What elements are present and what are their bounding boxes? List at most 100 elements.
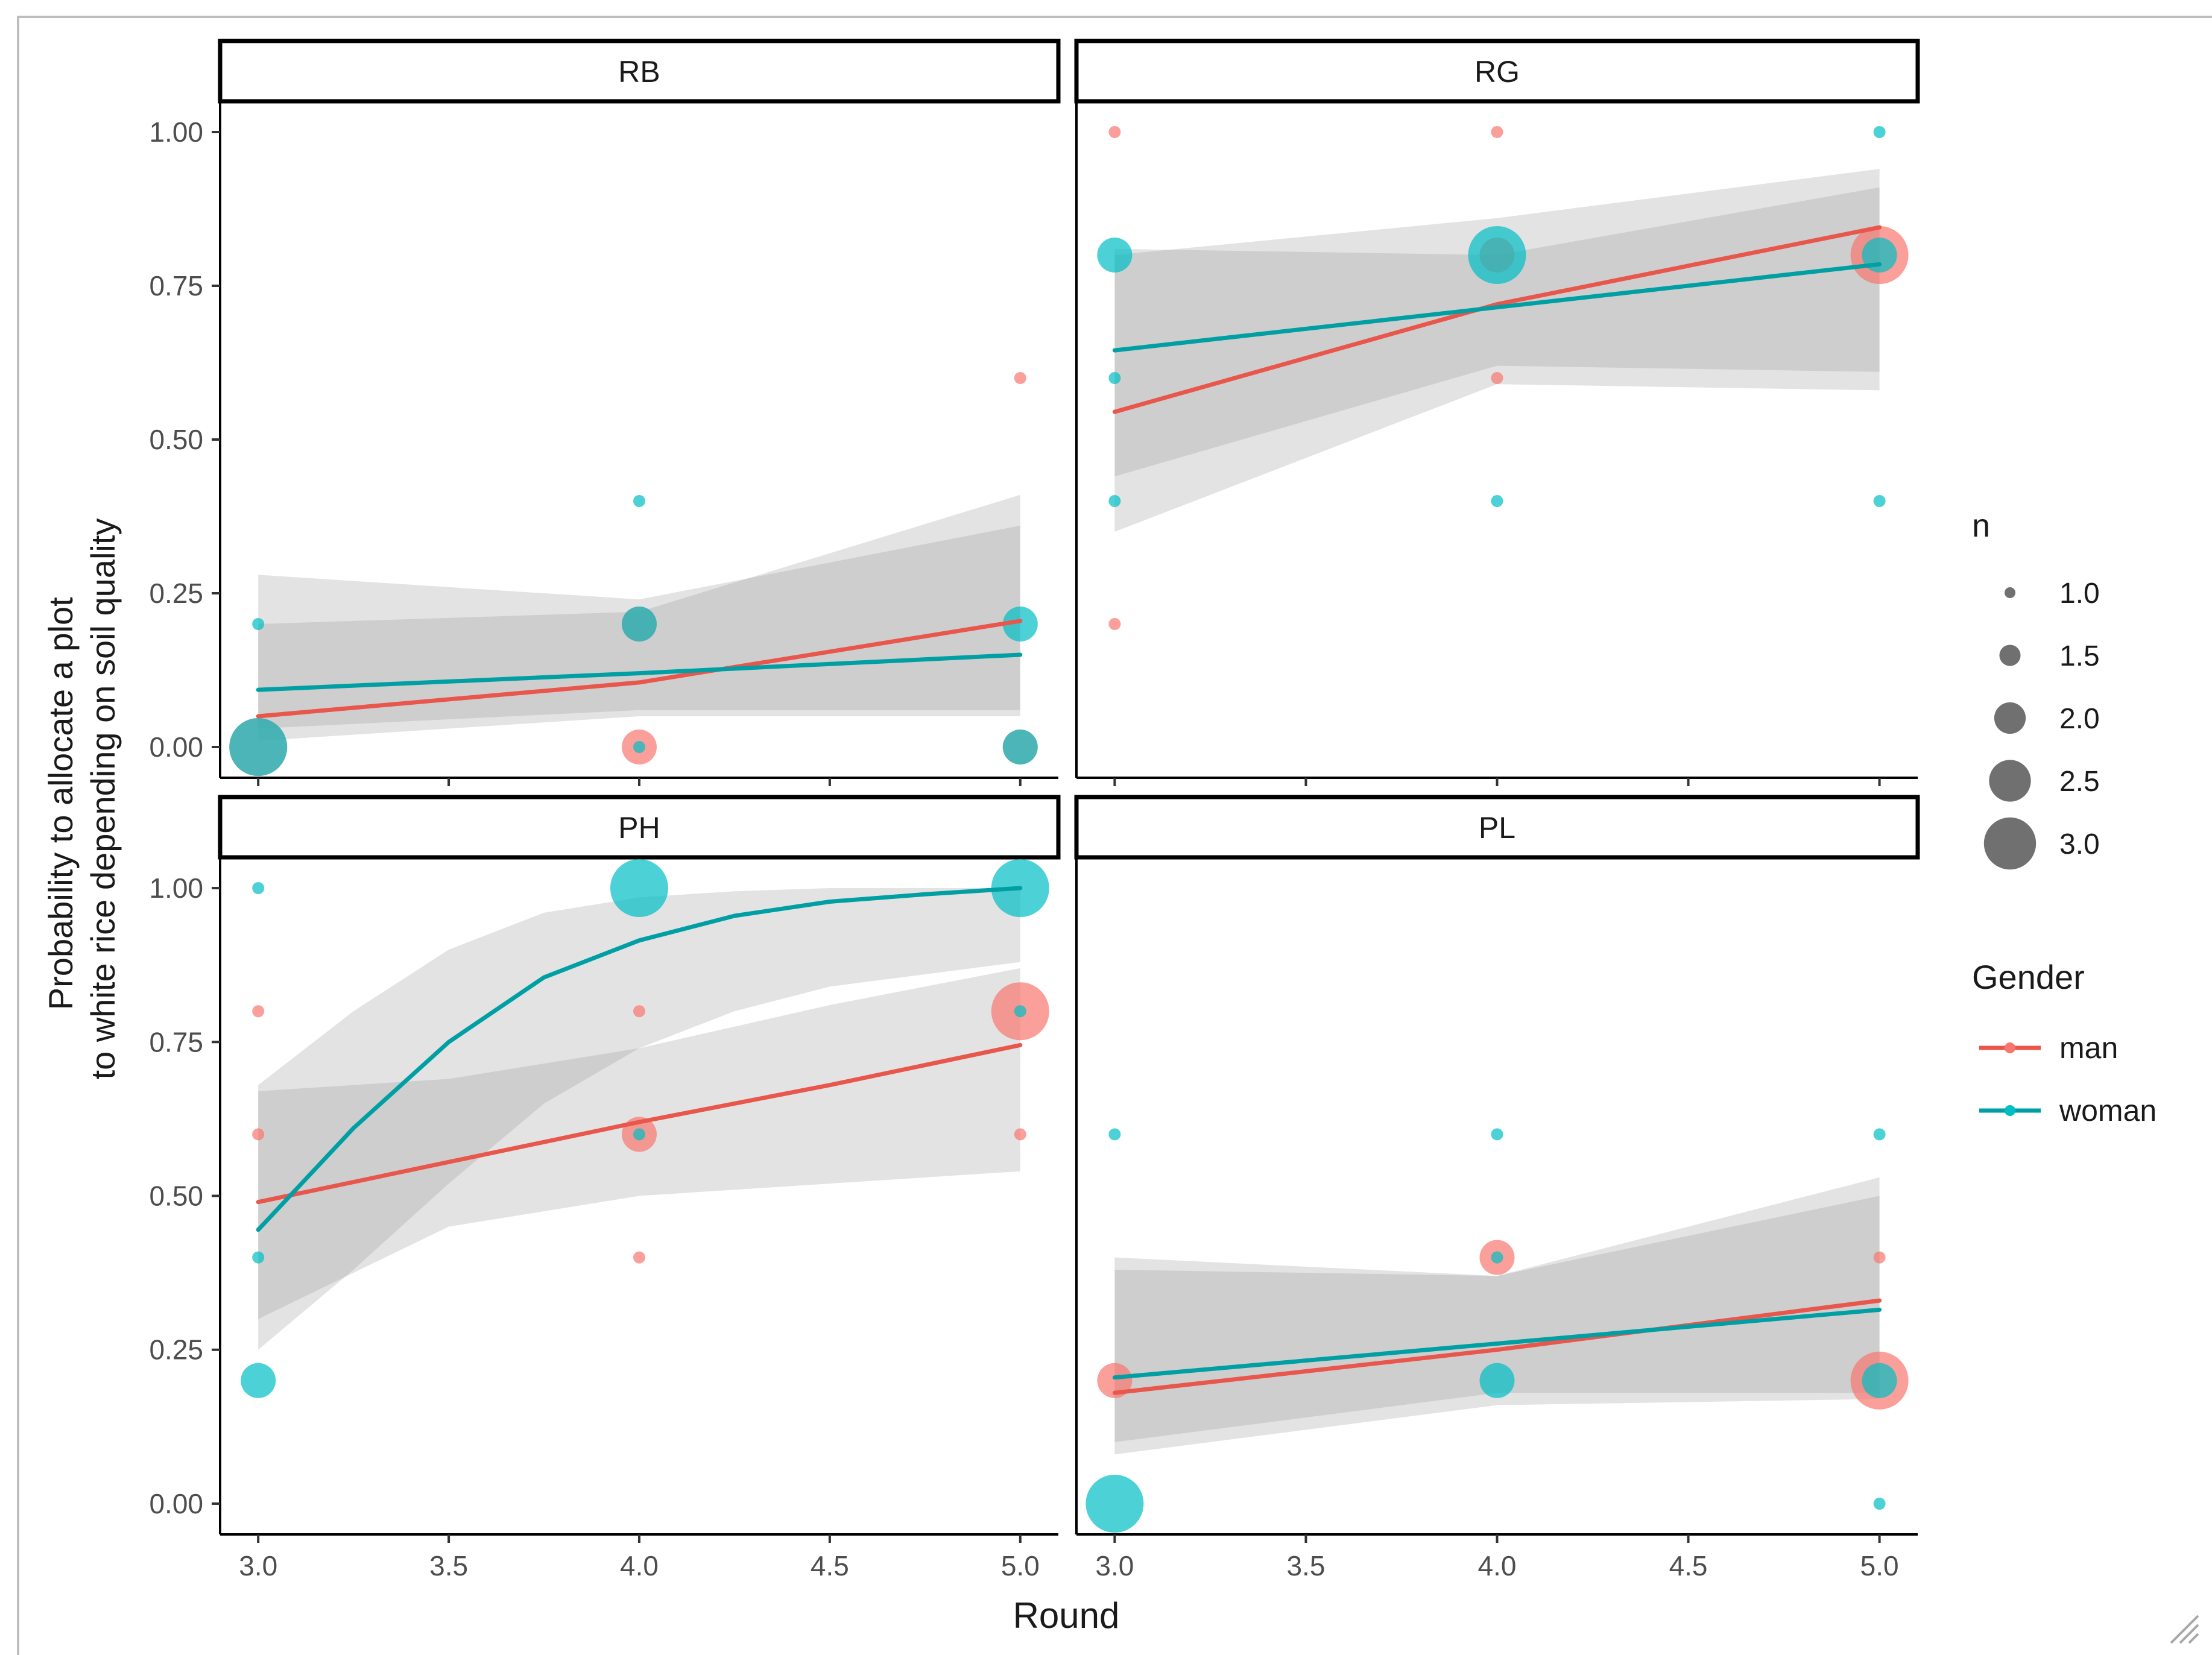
legend: n 1.0 1.5 2.0 2.5 3.0 Gender man woman bbox=[1972, 508, 2157, 1127]
y-tick-label: 1.00 bbox=[149, 872, 203, 904]
data-point-woman bbox=[1491, 1128, 1503, 1141]
data-point-woman bbox=[1085, 1475, 1144, 1533]
confidence-band-woman bbox=[258, 888, 1020, 1350]
data-point-man bbox=[1108, 126, 1121, 138]
size-legend: 1.0 1.5 2.0 2.5 3.0 bbox=[1983, 578, 2100, 870]
confidence-band-man bbox=[1114, 169, 1880, 532]
strip-label: PL bbox=[1479, 811, 1515, 845]
panel-rb: RB3.03.54.04.55.00.000.250.500.751.00 bbox=[149, 39, 1061, 825]
data-point-woman bbox=[1479, 1363, 1515, 1398]
confidence-band-man bbox=[1114, 1177, 1880, 1455]
data-point-woman bbox=[1108, 372, 1121, 384]
x-tick-label: 3.5 bbox=[1286, 1550, 1325, 1581]
window-border bbox=[17, 16, 2212, 1655]
data-point-woman bbox=[1873, 126, 1886, 138]
y-tick-label: 0.25 bbox=[149, 578, 203, 609]
fit-line-man bbox=[256, 1042, 1023, 1205]
color-legend-dot-man bbox=[2005, 1042, 2015, 1053]
data-point-woman bbox=[622, 607, 657, 642]
y-axis-label: Probability to allocate a plot to white … bbox=[42, 519, 122, 1080]
x-tick-label: 4.5 bbox=[811, 1550, 849, 1581]
data-point-woman bbox=[1468, 226, 1526, 284]
strip-box bbox=[1074, 795, 1920, 860]
y-tick-label: 0.25 bbox=[149, 1334, 203, 1366]
data-point-woman bbox=[1862, 1363, 1897, 1398]
size-legend-label: 1.5 bbox=[2059, 640, 2100, 672]
size-legend-key bbox=[1983, 817, 2037, 870]
data-point-man bbox=[1097, 1363, 1133, 1398]
data-point-woman bbox=[1873, 1498, 1886, 1510]
data-point-woman bbox=[229, 718, 288, 776]
size-legend-label: 2.5 bbox=[2059, 766, 2100, 798]
fit-line-man bbox=[1112, 225, 1882, 414]
y-tick-label: 0.00 bbox=[149, 731, 203, 763]
fit-line-woman bbox=[1112, 262, 1882, 353]
y-axis-label-line-1: Probability to allocate a plot bbox=[42, 597, 80, 1010]
color-legend-label-man: man bbox=[2059, 1031, 2118, 1065]
data-point-woman bbox=[610, 859, 668, 917]
data-point-woman bbox=[252, 618, 265, 630]
x-axis-label: Round bbox=[1013, 1595, 1120, 1636]
y-tick-label: 1.00 bbox=[149, 116, 203, 148]
strip-box bbox=[218, 795, 1061, 860]
data-point-man bbox=[633, 1251, 645, 1264]
strip-box bbox=[1074, 39, 1920, 104]
data-point-woman bbox=[241, 1363, 276, 1398]
y-tick-label: 0.50 bbox=[149, 424, 203, 455]
data-point-woman bbox=[1108, 495, 1121, 507]
x-tick-label: 4.0 bbox=[620, 1550, 659, 1581]
size-legend-key bbox=[1999, 645, 2021, 666]
x-tick-label: 4.5 bbox=[1669, 1550, 1708, 1581]
color-legend-label-woman: woman bbox=[2059, 1094, 2157, 1127]
data-point-man bbox=[252, 1005, 265, 1018]
confidence-band-woman bbox=[1114, 1196, 1880, 1442]
data-point-woman bbox=[1491, 1251, 1503, 1264]
data-point-woman bbox=[633, 1128, 645, 1141]
data-point-woman bbox=[1491, 495, 1503, 507]
size-legend-label: 3.0 bbox=[2059, 828, 2100, 860]
data-point-woman bbox=[1014, 1005, 1026, 1018]
color-legend: man woman bbox=[1979, 1031, 2157, 1127]
x-tick-label: 5.0 bbox=[1860, 1550, 1899, 1581]
x-tick-label: 3.0 bbox=[239, 1550, 277, 1581]
y-tick-label: 0.75 bbox=[149, 270, 203, 301]
fit-line-man bbox=[1112, 1298, 1882, 1395]
size-legend-key bbox=[1994, 702, 2026, 734]
strip-label: RG bbox=[1474, 55, 1520, 89]
data-point-woman bbox=[252, 882, 265, 894]
size-legend-label: 1.0 bbox=[2059, 578, 2100, 610]
panel-pl: PL 3.0 3.5 4.0 4.5 5.0 bbox=[1074, 795, 1920, 1581]
data-point-woman bbox=[1873, 495, 1886, 507]
y-tick-label: 0.00 bbox=[149, 1488, 203, 1519]
panels-group: RB 3.0 3.5 4.0 4.5 5.0 0.00 0.25 0.50 0.75 1.00 RG 3… bbox=[149, 39, 1920, 1581]
data-point-woman bbox=[1873, 1128, 1886, 1141]
panel-ph: PH 3.0 3.5 4.0 4.5 5.0 0.00 0.25 0.50 0.75 1.00 bbox=[149, 795, 1061, 1581]
y-tick-label: 0.50 bbox=[149, 1181, 203, 1212]
data-point-woman bbox=[633, 741, 645, 753]
data-point-man bbox=[1491, 372, 1503, 384]
size-legend-label: 2.0 bbox=[2059, 703, 2100, 735]
data-point-woman bbox=[1002, 730, 1038, 764]
data-point-woman bbox=[1097, 238, 1133, 273]
data-point-man bbox=[252, 1128, 265, 1141]
y-axis-label-line-2: to white rice depending on soil quality bbox=[84, 519, 122, 1080]
color-legend-dot-woman bbox=[2005, 1105, 2015, 1116]
data-point-man bbox=[1014, 372, 1026, 384]
data-point-man bbox=[1873, 1251, 1886, 1264]
strip-label: PH bbox=[618, 811, 660, 845]
x-tick-label: 5.0 bbox=[1001, 1550, 1040, 1581]
fit-line-woman bbox=[256, 652, 1023, 692]
strip-box bbox=[218, 39, 1061, 104]
size-legend-key bbox=[1989, 760, 2031, 802]
fit-line-man bbox=[256, 619, 1023, 719]
x-tick-label: 3.5 bbox=[429, 1550, 468, 1581]
confidence-band-woman bbox=[1114, 187, 1880, 477]
data-point-man bbox=[1014, 1128, 1026, 1141]
strip-label: RB bbox=[618, 55, 660, 89]
fit-line-woman bbox=[1112, 1307, 1882, 1380]
x-tick-label: 3.0 bbox=[1095, 1550, 1134, 1581]
resize-grip-icon[interactable] bbox=[2170, 1615, 2199, 1644]
data-point-woman bbox=[1108, 1128, 1121, 1141]
data-point-man bbox=[1491, 126, 1503, 138]
